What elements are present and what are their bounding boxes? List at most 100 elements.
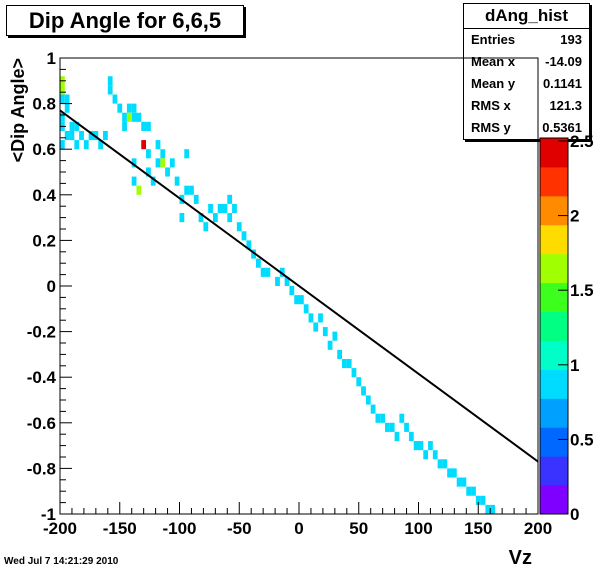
stats-label: RMS y (471, 120, 511, 135)
colorbar-segment (540, 311, 568, 341)
heatmap-cell (88, 130, 94, 141)
heatmap-cell (327, 340, 333, 350)
heatmap-cell (141, 121, 147, 131)
heatmap-cell (442, 459, 448, 469)
heatmap-cell (64, 94, 70, 104)
heatmap-cell (480, 495, 486, 505)
colorbar-segment (540, 138, 568, 168)
heatmap-cell (131, 103, 137, 113)
heatmap-cell (60, 85, 65, 95)
heatmap-cell (361, 386, 366, 396)
x-tick-label: 0 (294, 519, 303, 538)
heatmap-cell (346, 358, 352, 369)
heatmap-cell (155, 158, 161, 168)
heatmap-cell (500, 514, 505, 523)
heatmap-cell (236, 222, 242, 232)
heatmap-cell (227, 194, 233, 204)
colorbar-segment (540, 427, 568, 457)
stats-value: 193 (560, 32, 582, 47)
x-tick-label: 200 (524, 519, 552, 538)
heatmap-cell (284, 276, 290, 286)
y-tick-label: -0.4 (27, 368, 57, 387)
chart-title: Dip Angle for 6,6,5 (6, 5, 244, 36)
heatmap-cell (466, 486, 472, 496)
heatmap-cell (514, 532, 519, 541)
heatmap-cell (332, 331, 338, 341)
stats-value: 0.1141 (542, 76, 582, 91)
heatmap-cell (485, 504, 491, 514)
heatmap-cell (112, 94, 118, 104)
heatmap-cell (265, 267, 271, 277)
heatmap-cell (179, 213, 185, 223)
x-tick-label: -150 (103, 519, 137, 538)
heatmap-cell (150, 176, 156, 186)
heatmap-cell (394, 431, 400, 442)
stats-box: dAng_hist Entries 193 Mean x -14.09 Mean… (463, 3, 590, 140)
heatmap-cell (212, 213, 218, 223)
y-axis: -1 -0.8 -0.6 -0.4 -0.2 0 0.2 0.4 0.6 0.8 1 (27, 49, 72, 524)
heatmap-cell (241, 231, 247, 241)
y-tick-label: 0 (47, 277, 56, 296)
heatmap-cell (74, 140, 80, 150)
y-tick-label: 0.6 (32, 140, 56, 159)
heatmap-cell (299, 295, 304, 305)
heatmap-cell (279, 267, 285, 277)
heatmap-cell (351, 368, 357, 378)
heatmap-cell (447, 468, 452, 478)
colorbar-segment (540, 340, 568, 370)
y-tick-label: 0.4 (32, 186, 56, 205)
heatmap-cell (198, 213, 204, 223)
heatmap-cell (389, 422, 395, 432)
heatmap-cell (117, 103, 123, 113)
y-tick-label: -0.2 (27, 323, 56, 342)
stats-value: -14.09 (545, 54, 582, 69)
heatmap-cell (365, 395, 371, 405)
heatmap-cell (275, 276, 280, 286)
heatmap-cell (232, 203, 237, 214)
x-tick-label: 150 (464, 519, 492, 538)
colorbar-tick-label: 1 (570, 356, 579, 375)
colorbar: 0 0.5 1 1.5 2 2.5 (539, 132, 594, 524)
stats-row-rms-x: RMS x 121.3 (464, 95, 589, 117)
heatmap-cell (136, 112, 142, 122)
stats-row-mean-y: Mean y 0.1141 (464, 73, 589, 95)
heatmap-cell (227, 213, 233, 223)
heatmap-cell (318, 313, 323, 323)
heatmap-cell (160, 158, 166, 168)
heatmap-cell (370, 404, 376, 414)
heatmap-cell (509, 523, 514, 532)
heatmap-cell (203, 222, 209, 232)
heatmap-cells (60, 76, 519, 541)
heatmap-cell (322, 327, 328, 337)
y-tick-label: -1 (41, 505, 56, 524)
heatmap-cell (356, 377, 362, 387)
heatmap-cell (155, 140, 161, 150)
heatmap-cell (146, 121, 151, 131)
heatmap-cell (74, 121, 80, 131)
heatmap-cell (294, 295, 299, 305)
stats-value: 0.5361 (542, 120, 582, 135)
heatmap-cell (131, 112, 137, 122)
heatmap-cell (107, 85, 113, 95)
stats-title: dAng_hist (464, 4, 589, 29)
stats-row-rms-y: RMS y 0.5361 (464, 117, 589, 139)
y-tick-label: 0.8 (32, 95, 56, 114)
x-axis-label: Vz (509, 547, 532, 569)
heatmap-cell (122, 121, 127, 131)
colorbar-segment (540, 253, 568, 284)
heatmap-cell (146, 167, 151, 177)
heatmap-cell (260, 267, 266, 277)
colorbar-segment (540, 456, 568, 486)
heatmap-cell (342, 358, 347, 369)
stats-label: Entries (471, 32, 516, 47)
heatmap-cell (64, 103, 70, 113)
heatmap-cell (495, 514, 500, 523)
heatmap-cell (126, 103, 132, 113)
heatmap-cell (189, 185, 194, 195)
heatmap-cell (165, 167, 170, 177)
y-tick-label: 1 (47, 49, 56, 68)
y-tick-label: -0.8 (27, 459, 56, 478)
stats-value: 121.3 (549, 98, 582, 113)
heatmap-cell (169, 158, 175, 168)
